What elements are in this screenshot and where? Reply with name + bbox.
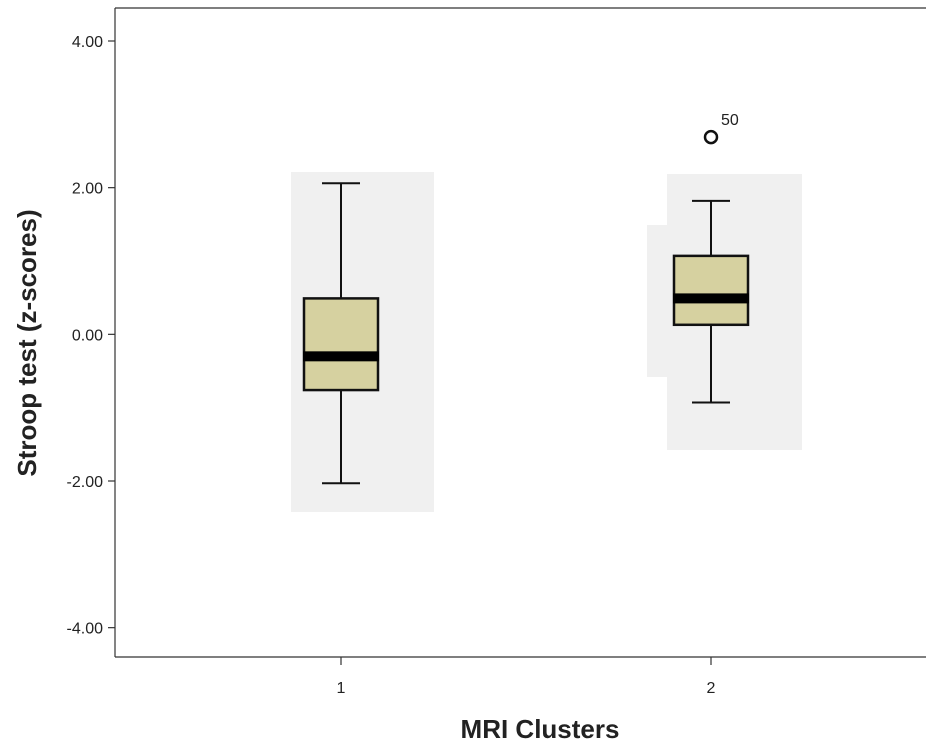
box-cluster-1 <box>302 182 380 485</box>
y-axis-title: Stroop test (z-scores) <box>12 209 42 476</box>
x-tick-label: 1 <box>337 680 346 697</box>
median-bar <box>673 293 749 304</box>
median-bar <box>303 351 379 362</box>
outlier-point <box>703 129 719 145</box>
y-tick-label: 4.00 <box>72 34 103 51</box>
boxes: 50 <box>302 112 750 485</box>
iqr-box <box>302 297 380 392</box>
x-axis-title: MRI Clusters <box>461 714 620 744</box>
shading-rect-cluster-2-side <box>647 225 667 377</box>
y-tick-label: -2.00 <box>67 474 104 491</box>
iqr-box <box>672 254 750 327</box>
y-tick-label: 2.00 <box>72 181 103 198</box>
x-tick-label: 2 <box>707 680 716 697</box>
y-tick-label: 0.00 <box>72 327 103 344</box>
outlier-label: 50 <box>721 112 739 129</box>
y-axis: 4.00 2.00 0.00 -2.00 -4.00 <box>67 7 926 657</box>
y-tick-label: -4.00 <box>67 621 104 638</box>
box-cluster-2: 50 <box>672 112 750 404</box>
